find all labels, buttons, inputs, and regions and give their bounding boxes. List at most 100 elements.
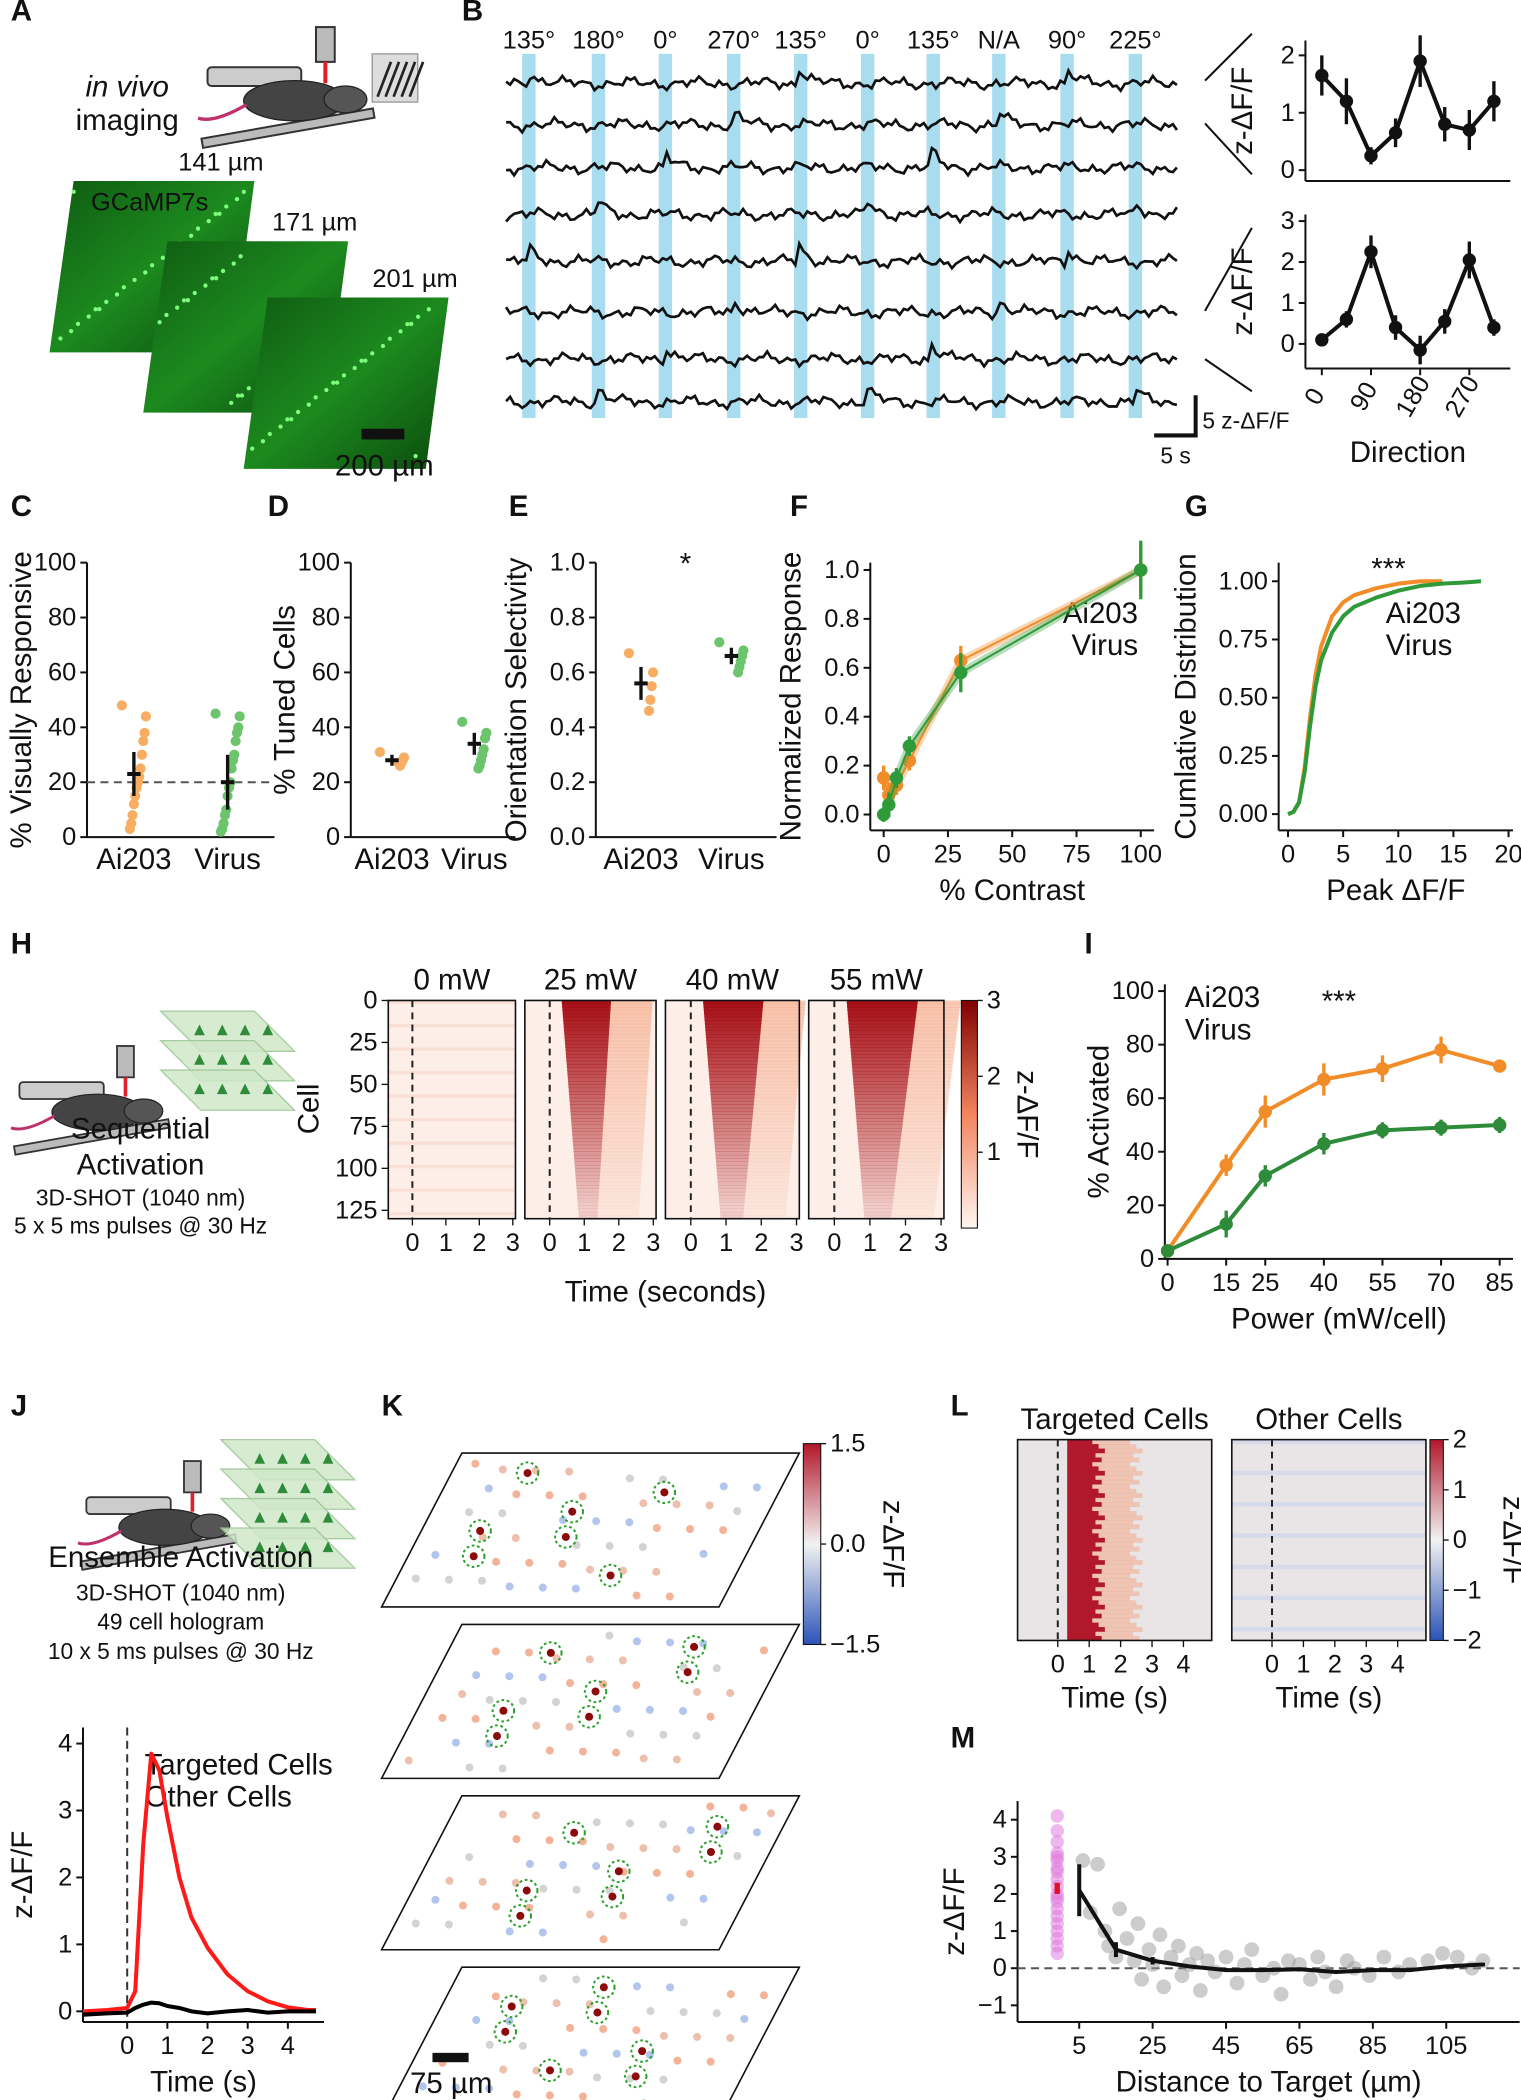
imaging-plane — [380, 1452, 801, 1608]
heatmap-cell — [719, 1198, 745, 1203]
heatmap-cell — [851, 1057, 911, 1062]
scale-bar — [432, 2052, 469, 2063]
heatmap-cell — [575, 1178, 600, 1183]
mouse-tail — [197, 103, 248, 121]
heatmap-cell — [1231, 1439, 1426, 1445]
heatmap-cell — [896, 1175, 939, 1179]
heatmap-cell — [1067, 1604, 1105, 1610]
heatmap-cell — [561, 1000, 612, 1005]
y-tick-label: 0 — [363, 986, 377, 1014]
x-axis-label: Time (seconds) — [565, 1276, 767, 1309]
target-cell — [593, 2008, 602, 2017]
stimulus-bar — [860, 53, 875, 419]
heatmap-cell — [903, 1114, 947, 1119]
heatmap-cell — [850, 1040, 913, 1045]
cell-dot — [733, 1852, 742, 1861]
heatmap-cell — [610, 1007, 653, 1011]
heatmap-cell — [598, 1205, 640, 1210]
heatmap-cell — [1067, 1511, 1099, 1516]
heatmap-cell — [610, 1003, 653, 1008]
description: Ensemble Activation — [48, 1541, 313, 1574]
heatmap-cell — [709, 1084, 756, 1089]
y-tick-label: 2 — [1281, 248, 1295, 276]
x-tick-label: 2 — [754, 1229, 768, 1257]
heatmap-cell — [571, 1121, 604, 1126]
data-point — [231, 727, 243, 738]
data-point — [127, 810, 138, 821]
heatmap-cell — [1098, 1444, 1137, 1449]
heatmap-cell — [914, 1027, 958, 1032]
heatmap-cell — [756, 1077, 799, 1082]
cell-dot — [719, 1482, 728, 1491]
cell — [254, 1482, 266, 1494]
heatmap-cell — [756, 1074, 799, 1079]
heatmap-cell — [578, 1208, 598, 1213]
cell-dot — [578, 1747, 587, 1756]
data-point — [140, 711, 152, 722]
heatmap-cell — [605, 1094, 647, 1099]
stimulus-bar — [926, 53, 940, 419]
heatmap-cell — [705, 1023, 762, 1028]
stimulus-label: 135° — [503, 26, 556, 54]
heatmap-cell — [1101, 1502, 1140, 1507]
cell-dot — [491, 1647, 500, 1656]
heatmap-cell — [751, 1124, 795, 1129]
x-tick-label: 85 — [1359, 2032, 1387, 2060]
heatmap-cell — [760, 1030, 803, 1035]
cell-dot — [224, 204, 229, 209]
cell-dot — [71, 189, 76, 194]
heatmap-cell — [744, 1201, 787, 1206]
colorbar-label: z-ΔF/F — [877, 1500, 910, 1588]
cell-dot — [638, 1542, 647, 1552]
scale-label: 5 z-ΔF/F — [1202, 408, 1289, 434]
heatmap-cell — [762, 1010, 805, 1015]
heatmap-cell — [388, 1023, 516, 1028]
x-tick-label: 0 — [1265, 1651, 1279, 1679]
data-point — [227, 755, 239, 766]
heatmap-cell — [703, 1000, 764, 1005]
panel-label: E — [509, 490, 529, 523]
heatmap-cell — [899, 1151, 942, 1156]
y-tick-label: 2 — [1281, 41, 1295, 69]
target-cell — [690, 1642, 699, 1651]
heatmap-cell — [908, 1074, 952, 1079]
cell-dot — [363, 358, 368, 363]
heatmap-cell — [1095, 1564, 1134, 1570]
heatmap-cell — [567, 1070, 607, 1075]
heatmap-cell — [704, 1017, 762, 1022]
marker — [1364, 149, 1378, 163]
heatmap-cell — [388, 1000, 516, 1004]
heatmap-cell — [599, 1181, 641, 1186]
heatmap-cell — [760, 1027, 804, 1032]
x-tick-label: 25 — [934, 841, 962, 869]
data-point — [1152, 1927, 1168, 1943]
cell-dot — [518, 2041, 527, 2050]
heatmap-cell — [856, 1124, 903, 1129]
cell — [239, 1054, 251, 1065]
heatmap-cell — [759, 1044, 802, 1048]
heatmap-cell — [603, 1124, 645, 1129]
heatmap-cell — [1098, 1622, 1137, 1628]
heatmap-cell — [606, 1064, 649, 1069]
heatmap-cell — [703, 1010, 763, 1015]
data-point — [1119, 1931, 1135, 1946]
cell-dot — [370, 351, 375, 356]
colorbar-tick-label: 1 — [1453, 1476, 1467, 1504]
heatmap-cell — [1101, 1635, 1140, 1641]
heatmap-cell — [607, 1060, 649, 1065]
data-point — [374, 746, 386, 758]
y-tick-label: −1 — [978, 1991, 1007, 2019]
heatmap-cell — [601, 1148, 644, 1152]
marker — [1375, 1123, 1390, 1138]
marker — [1388, 126, 1403, 140]
heatmap-cell — [1231, 1533, 1426, 1538]
cell-dot — [545, 1746, 554, 1755]
heatmap-cell — [749, 1148, 792, 1152]
heatmap-cell — [1067, 1493, 1105, 1499]
heatmap-cell — [1067, 1573, 1093, 1579]
cell-dot — [585, 1910, 595, 1919]
cell-dot — [578, 2092, 588, 2100]
heatmap-cell — [752, 1121, 795, 1126]
heatmap-cell — [598, 1195, 641, 1199]
x-axis-label: Time (s) — [1275, 1681, 1382, 1714]
